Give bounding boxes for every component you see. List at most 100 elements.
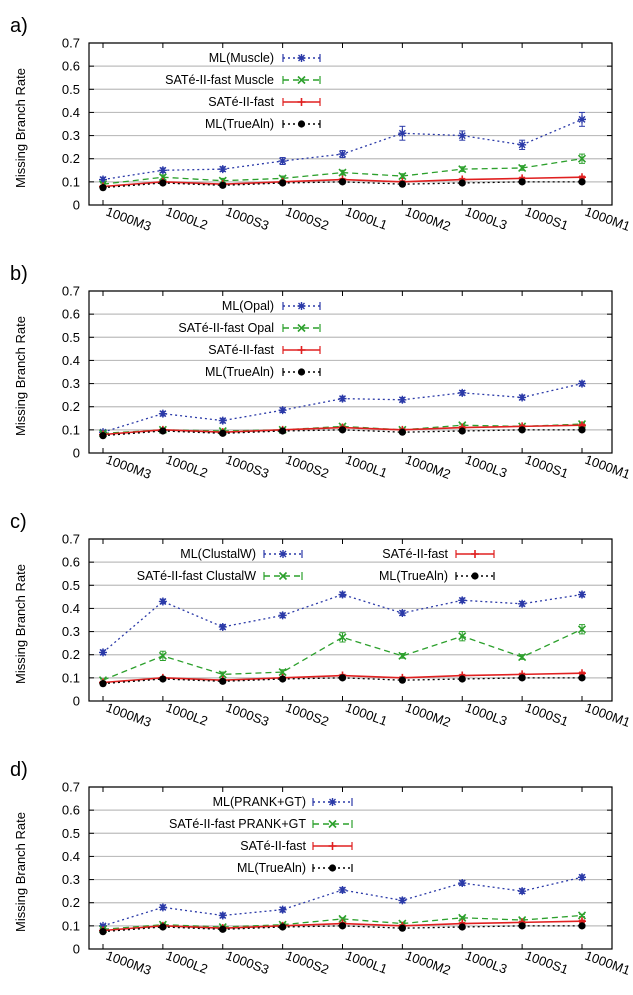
data-point (518, 163, 527, 173)
y-axis-label: Missing Branch Rate (13, 68, 28, 188)
data-point (578, 873, 586, 882)
data-point (219, 429, 227, 437)
data-point (578, 426, 586, 434)
y-tick-label: 0.6 (62, 803, 80, 818)
data-point (398, 395, 407, 404)
y-tick-label: 0.3 (62, 872, 80, 887)
plot-frame (88, 42, 613, 206)
data-point (518, 599, 527, 608)
y-tick-label: 0.7 (62, 284, 80, 299)
data-point (278, 611, 287, 620)
data-point (218, 622, 227, 631)
data-point (518, 652, 527, 662)
legend-label: SATé-II-fast PRANK+GT (169, 817, 306, 831)
y-tick-label: 0.5 (62, 826, 80, 841)
data-point (458, 596, 467, 605)
data-point (458, 131, 467, 140)
legend-label: ML(Muscle) (209, 51, 274, 65)
y-tick-label: 0.4 (62, 105, 80, 120)
data-point (578, 922, 586, 930)
data-point (398, 129, 407, 138)
x-tick-label: 1000S1 (523, 452, 570, 481)
data-point (398, 651, 407, 660)
legend-marker (471, 572, 479, 580)
data-point (577, 625, 587, 634)
series-line (102, 628, 583, 681)
legend-marker (328, 842, 337, 850)
x-tick-label: 1000L3 (463, 948, 509, 977)
series-line (102, 677, 582, 685)
y-tick-label: 0 (73, 446, 80, 461)
data-point (218, 670, 227, 679)
data-point (458, 913, 467, 922)
data-point (338, 394, 347, 403)
y-tick-label: 0.6 (62, 59, 80, 74)
legend-marker (297, 302, 306, 310)
x-tick-label: 1000M3 (104, 452, 153, 482)
x-tick-label: 1000L2 (164, 700, 210, 729)
data-point (578, 178, 586, 186)
data-point (518, 393, 527, 402)
data-point (398, 428, 406, 436)
y-tick-label: 0.4 (62, 849, 80, 864)
y-tick-label: 0.3 (62, 376, 80, 391)
data-point (578, 379, 586, 388)
data-point (99, 680, 107, 688)
data-point (398, 609, 407, 618)
legend-marker (297, 120, 306, 128)
y-tick-label: 0 (73, 198, 80, 213)
data-point (518, 674, 526, 682)
data-point (518, 922, 526, 930)
data-point (159, 675, 167, 683)
y-tick-label: 0.5 (62, 82, 80, 97)
data-point (219, 925, 227, 933)
data-point (279, 427, 287, 435)
x-tick-label: 1000M3 (104, 948, 153, 978)
data-point (458, 388, 467, 397)
y-tick-label: 0.6 (62, 307, 80, 322)
panel-label: b) (10, 263, 28, 285)
x-tick-label: 1000S2 (284, 452, 331, 481)
data-point (218, 416, 227, 425)
legend-marker (297, 75, 306, 85)
legend-label: SATé-II-fast (382, 547, 448, 561)
x-tick-label: 1000L1 (343, 948, 389, 977)
data-point (338, 885, 347, 894)
data-point (99, 432, 107, 440)
legend-label: SATé-II-fast (240, 839, 306, 853)
y-tick-label: 0.1 (62, 422, 80, 437)
legend-marker (328, 864, 337, 872)
x-tick-label: 1000M2 (403, 700, 452, 730)
data-point (398, 676, 406, 684)
legend-label: SATé-II-fast ClustalW (137, 569, 256, 583)
y-axis-label: Missing Branch Rate (13, 316, 28, 436)
data-point (518, 178, 526, 186)
data-point (279, 179, 287, 187)
legend-label: SATé-II-fast (208, 343, 274, 357)
data-point (398, 180, 406, 188)
y-tick-label: 0.1 (62, 670, 80, 685)
legend-label: ML(TrueAln) (205, 365, 274, 379)
x-tick-label: 1000M1 (583, 452, 632, 482)
y-tick-label: 0.2 (62, 895, 80, 910)
legend-label: SATé-II-fast (208, 95, 274, 109)
x-tick-label: 1000L2 (164, 948, 210, 977)
x-tick-label: 1000S2 (284, 948, 331, 977)
x-tick-label: 1000S3 (224, 204, 271, 233)
data-point (219, 677, 227, 685)
data-point (398, 896, 407, 905)
legend-label: ML(TrueAln) (237, 861, 306, 875)
data-point (279, 675, 287, 683)
data-point (158, 903, 167, 912)
legend-marker (328, 798, 337, 806)
x-tick-label: 1000L3 (463, 700, 509, 729)
legend-label: SATé-II-fast Opal (178, 321, 274, 335)
legend-marker (297, 54, 306, 62)
data-point (159, 923, 167, 931)
data-point (458, 427, 466, 435)
data-point (158, 597, 167, 606)
data-point (158, 173, 167, 182)
series-line (102, 181, 582, 189)
y-tick-label: 0.1 (62, 918, 80, 933)
data-point (458, 675, 466, 683)
